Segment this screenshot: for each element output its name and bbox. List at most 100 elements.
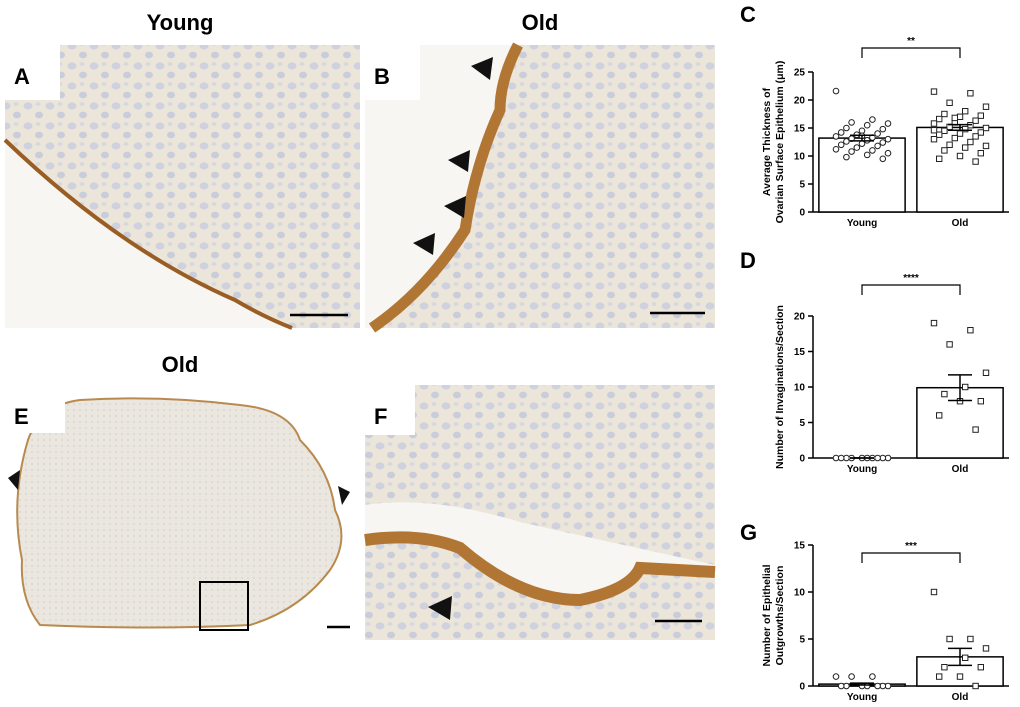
data-point bbox=[946, 99, 953, 106]
data-point bbox=[930, 588, 938, 596]
y-axis-label: Outgrowths/Section bbox=[774, 566, 786, 666]
data-point bbox=[972, 426, 979, 433]
data-point bbox=[956, 113, 964, 120]
data-point bbox=[982, 103, 990, 110]
micrograph-b bbox=[365, 42, 715, 333]
y-tick-label: 5 bbox=[799, 635, 805, 646]
data-point bbox=[843, 138, 850, 145]
significance-label: *** bbox=[905, 541, 917, 552]
data-point bbox=[832, 673, 840, 680]
data-point bbox=[843, 124, 850, 132]
data-point bbox=[977, 664, 984, 671]
data-point bbox=[951, 114, 958, 122]
x-tick-label: Young bbox=[847, 218, 877, 229]
data-point bbox=[941, 147, 948, 154]
data-point bbox=[863, 121, 871, 129]
data-point bbox=[936, 673, 943, 680]
data-point bbox=[832, 133, 840, 140]
data-point bbox=[930, 120, 938, 127]
data-point bbox=[962, 125, 969, 133]
panel-label: C bbox=[740, 2, 756, 27]
data-point bbox=[837, 454, 845, 462]
data-point bbox=[941, 390, 948, 398]
data-point bbox=[843, 153, 850, 161]
data-point bbox=[977, 398, 984, 405]
panel-label: F bbox=[374, 404, 387, 429]
y-tick-label: 20 bbox=[794, 312, 806, 323]
data-point bbox=[936, 155, 943, 163]
data-point bbox=[832, 87, 840, 95]
data-point bbox=[837, 129, 845, 136]
data-point bbox=[869, 147, 876, 154]
y-tick-label: 10 bbox=[794, 152, 806, 163]
y-tick-label: 15 bbox=[794, 347, 806, 358]
data-point bbox=[946, 635, 953, 643]
data-point bbox=[956, 673, 964, 680]
data-point bbox=[962, 144, 969, 151]
micrograph-f bbox=[364, 385, 716, 640]
significance-bracket bbox=[861, 47, 961, 58]
data-point bbox=[936, 115, 943, 123]
data-point bbox=[977, 129, 984, 136]
panel-title: Old bbox=[522, 10, 559, 35]
data-point bbox=[832, 145, 840, 153]
data-point bbox=[930, 136, 938, 143]
data-point bbox=[956, 152, 964, 160]
data-point bbox=[848, 673, 855, 680]
y-axis-label: Ovarian Surface Epithelium (μm) bbox=[774, 61, 786, 224]
data-point bbox=[941, 110, 948, 118]
data-point bbox=[848, 119, 855, 126]
data-point bbox=[982, 142, 990, 150]
data-point bbox=[941, 664, 948, 671]
data-point bbox=[884, 135, 892, 143]
x-tick-label: Young bbox=[847, 692, 877, 703]
significance-label: ** bbox=[907, 36, 915, 47]
y-tick-label: 10 bbox=[794, 588, 806, 599]
x-tick-label: Old bbox=[952, 218, 969, 229]
bar bbox=[818, 137, 906, 213]
y-axis-label: Average Thickness of bbox=[761, 87, 773, 196]
data-point bbox=[982, 645, 990, 652]
data-point bbox=[951, 134, 958, 142]
y-tick-label: 25 bbox=[794, 68, 806, 79]
y-tick-label: 0 bbox=[799, 454, 805, 465]
bar bbox=[916, 126, 1004, 213]
data-point bbox=[936, 412, 943, 419]
micrograph-a bbox=[3, 45, 360, 330]
data-point bbox=[884, 120, 892, 127]
significance-bracket bbox=[861, 284, 961, 295]
y-axis-label: Number of Invaginations/Section bbox=[774, 305, 786, 469]
data-point bbox=[874, 130, 881, 137]
panel-label: D bbox=[740, 248, 756, 273]
panel-title: Old bbox=[162, 352, 199, 377]
y-tick-label: 15 bbox=[794, 541, 806, 552]
data-point bbox=[962, 654, 969, 661]
data-point bbox=[967, 90, 974, 97]
data-point bbox=[972, 117, 979, 124]
data-point bbox=[874, 142, 881, 150]
panel-label: G bbox=[740, 520, 757, 545]
data-point bbox=[930, 127, 938, 134]
data-point bbox=[956, 130, 964, 137]
data-point bbox=[936, 131, 943, 138]
data-point bbox=[853, 144, 861, 151]
y-tick-label: 0 bbox=[799, 208, 805, 219]
y-axis-label: Number of Epithelial bbox=[761, 564, 773, 666]
data-point bbox=[946, 341, 953, 348]
data-point bbox=[967, 138, 974, 146]
data-point bbox=[869, 116, 876, 123]
y-tick-label: 5 bbox=[799, 180, 805, 191]
panel-title: Young bbox=[147, 10, 214, 35]
data-point bbox=[874, 454, 881, 462]
data-point bbox=[879, 155, 887, 163]
panel-label: B bbox=[374, 64, 390, 89]
x-tick-label: Young bbox=[847, 464, 877, 475]
y-tick-label: 5 bbox=[799, 418, 805, 429]
data-point bbox=[837, 682, 845, 690]
data-point bbox=[977, 112, 984, 119]
data-point bbox=[869, 673, 876, 680]
data-point bbox=[884, 149, 892, 157]
significance-bracket bbox=[861, 552, 961, 563]
x-tick-label: Old bbox=[952, 692, 969, 703]
